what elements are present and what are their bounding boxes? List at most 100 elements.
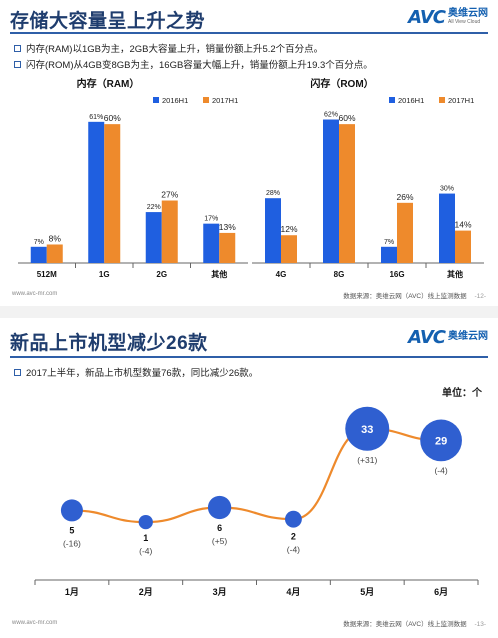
- bar: [455, 230, 471, 263]
- x-tick-label: 1G: [99, 270, 110, 279]
- bar: [381, 246, 397, 263]
- bullet-new-models: 2017上半年，新品上市机型数量76款，同比减少26款。: [14, 365, 258, 379]
- bar-value-label: 26%: [396, 192, 413, 202]
- bar: [281, 235, 297, 263]
- title-rule: [10, 356, 488, 358]
- value-label: 29: [435, 435, 447, 447]
- bar-value-label: 13%: [219, 222, 236, 232]
- chart-title: 闪存（ROM）: [310, 77, 373, 90]
- change-label: (+31): [357, 455, 377, 465]
- logo-brand: AVC: [408, 326, 446, 348]
- bullet-text: 闪存(ROM)从4GB变8GB为主，16GB容量大幅上升，销量份额上升19.3个…: [26, 60, 373, 71]
- bar: [30, 246, 47, 263]
- value-label: 1: [143, 533, 148, 543]
- bar-value-label: 61%: [89, 114, 103, 121]
- title-rule: [10, 32, 488, 34]
- series-line: [71, 427, 442, 524]
- slide-new-models: 新品上市机型减少26款 AVC 奥维云网 2017上半年，新品上市机型数量76款…: [0, 318, 498, 638]
- x-tick-label: 4G: [276, 270, 287, 279]
- footer-source: 数据来源：奥维云网（AVC）线上监测数据 -12-: [343, 290, 486, 300]
- bar: [88, 121, 105, 263]
- bar-value-label: 7%: [384, 239, 394, 246]
- x-tick-label: 4月: [286, 587, 300, 597]
- chart-title: 内存（RAM）: [77, 77, 140, 90]
- bar-value-label: 27%: [161, 190, 178, 200]
- bullet-square-icon: [14, 44, 21, 52]
- bubble-point: [60, 499, 83, 522]
- bubble-point: [420, 419, 462, 462]
- value-label: 33: [361, 424, 373, 436]
- change-label: (-4): [434, 465, 447, 475]
- bar: [104, 124, 121, 263]
- x-tick-label: 1月: [65, 587, 79, 597]
- page-number: -13-: [474, 621, 486, 628]
- bar: [323, 119, 339, 263]
- bullet-text: 内存(RAM)以1GB为主，2GB大容量上升，销量份额上升5.2个百分点。: [26, 44, 324, 55]
- legend-label: 2017H1: [448, 96, 474, 105]
- x-tick-label: 其他: [211, 269, 227, 279]
- page-title: 存储大容量呈上升之势: [10, 11, 206, 32]
- bar-value-label: 62%: [324, 112, 338, 119]
- unit-label: 单位：个: [442, 388, 482, 399]
- change-label: (-4): [287, 545, 300, 555]
- bar-value-label: 60%: [104, 113, 121, 123]
- logo-cn: 奥维云网: [448, 331, 488, 342]
- logo-en: All View Cloud: [448, 19, 481, 25]
- x-tick-label: 8G: [334, 270, 345, 279]
- legend-swatch: [203, 97, 209, 103]
- x-tick-label: 2G: [156, 270, 167, 279]
- legend-swatch: [153, 97, 159, 103]
- logo-cn: 奥维云网: [448, 8, 488, 19]
- footer-source-text: 数据来源：奥维云网（AVC）线上监测数据: [343, 621, 467, 628]
- x-tick-label: 5月: [360, 587, 374, 597]
- x-tick-label: 6月: [434, 587, 448, 597]
- legend-label: 2017H1: [212, 96, 238, 105]
- bar: [265, 198, 281, 263]
- x-tick-label: 512M: [37, 270, 57, 279]
- footer-source: 数据来源：奥维云网（AVC）线上监测数据 -13-: [343, 618, 486, 628]
- new-models-line-chart: 1月 2月 3月 4月 5月 6月 5 (-16) 1 (-4) 6 (+5) 2 (-4) 33 (+31)…: [34, 406, 479, 597]
- bar-value-label: 12%: [280, 224, 297, 234]
- bar-value-label: 17%: [204, 216, 218, 223]
- x-tick-label: 3月: [213, 587, 227, 597]
- legend-swatch: [439, 97, 445, 103]
- bar: [145, 212, 162, 263]
- bar-value-label: 14%: [454, 220, 471, 230]
- slide-storage: 存储大容量呈上升之势 AVC 奥维云网 All View Cloud 内存(RA…: [0, 0, 498, 306]
- bubble-point: [345, 406, 390, 451]
- bar-value-label: 30%: [440, 186, 454, 193]
- footer-url: www.avc-mr.com: [12, 291, 58, 297]
- logo-brand: AVC: [408, 6, 446, 28]
- value-label: 5: [69, 525, 74, 535]
- page-number: -12-: [474, 293, 486, 300]
- bar-value-label: 8%: [49, 233, 62, 243]
- slide-gap: [0, 306, 498, 318]
- bullet-square-icon: [14, 368, 21, 376]
- bar-value-label: 60%: [338, 113, 355, 123]
- change-label: (-4): [139, 546, 152, 556]
- bar: [46, 244, 63, 263]
- x-tick-label: 其他: [447, 269, 463, 279]
- bullet-ram: 内存(RAM)以1GB为主，2GB大容量上升，销量份额上升5.2个百分点。: [14, 41, 323, 55]
- value-label: 2: [291, 532, 296, 542]
- bubble-point: [284, 510, 302, 528]
- page-title: 新品上市机型减少26款: [10, 333, 208, 354]
- bubble-point: [207, 495, 232, 520]
- avc-logo: AVC 奥维云网 All View Cloud: [408, 6, 488, 28]
- bar: [161, 200, 178, 263]
- x-tick-label: 2月: [139, 587, 153, 597]
- bar: [203, 223, 220, 263]
- bullet-rom: 闪存(ROM)从4GB变8GB为主，16GB容量大幅上升，销量份额上升19.3个…: [14, 57, 373, 71]
- bar-value-label: 7%: [34, 239, 44, 246]
- bar-value-label: 28%: [266, 190, 280, 197]
- bar: [439, 193, 455, 263]
- change-label: (-16): [63, 538, 81, 548]
- value-label: 6: [217, 523, 222, 533]
- legend-label: 2016H1: [398, 96, 424, 105]
- bullet-square-icon: [14, 60, 21, 68]
- x-tick-label: 16G: [389, 270, 404, 279]
- bar-value-label: 22%: [147, 204, 161, 211]
- legend-swatch: [389, 97, 395, 103]
- bar: [397, 202, 413, 263]
